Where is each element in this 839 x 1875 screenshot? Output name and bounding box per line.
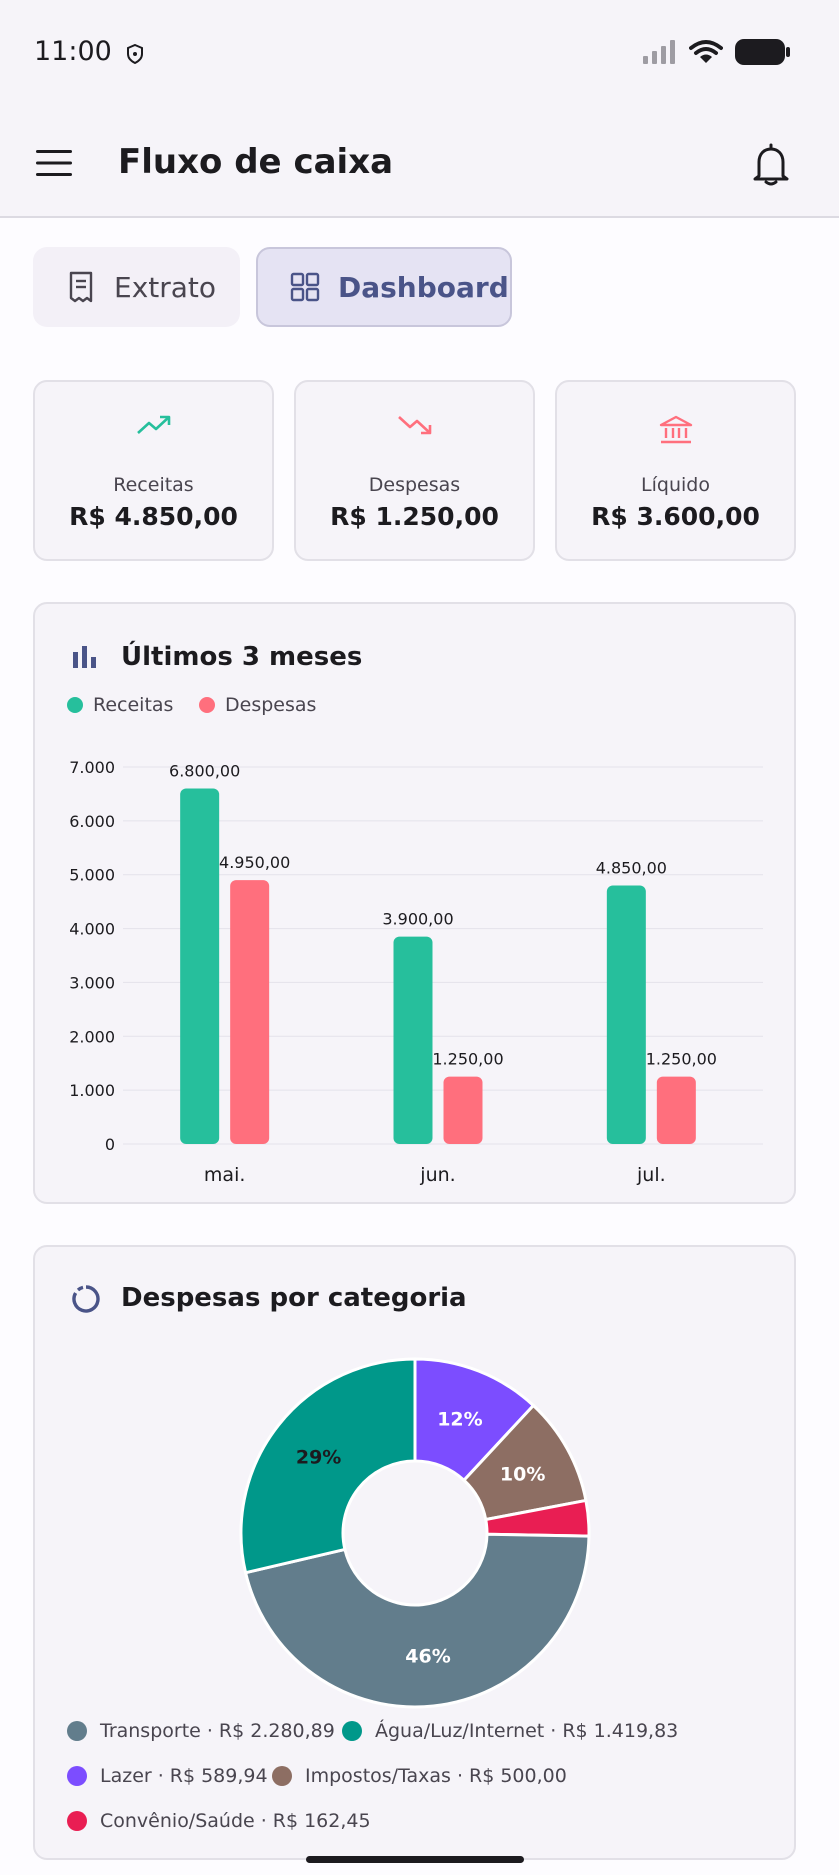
donut-chart: 12% 10% 46% 29% (239, 1357, 591, 1709)
data-label: 4.950,00 (219, 853, 290, 872)
bar-chart-icon (73, 646, 96, 668)
x-tick-label: jul. (636, 1164, 666, 1186)
legend-despesas: Despesas (199, 694, 316, 716)
summary-card-despesas: Despesas R$ 1.250,00 (294, 380, 535, 561)
pie-chart-card: Despesas por categoria 12% 10% 46% 29% Tran… (33, 1245, 796, 1860)
pie-legend-item: Água/Luz/Internet · R$ 1.419,83 (342, 1720, 678, 1742)
bar-despesas (230, 880, 270, 1144)
status-bar: 11:00 (0, 0, 839, 108)
pie-legend-item: Lazer · R$ 589,94 (67, 1765, 268, 1787)
legend-label: Receitas (93, 694, 174, 716)
legend-dot (67, 1766, 87, 1786)
pie-legend-item: Impostos/Taxas · R$ 500,00 (272, 1765, 567, 1787)
legend-label: Impostos/Taxas (305, 1765, 451, 1787)
legend-label: Despesas (225, 694, 317, 716)
bar-despesas (656, 1076, 696, 1144)
x-tick-label: jun. (419, 1164, 455, 1186)
slice-label: 46% (405, 1645, 450, 1667)
slice-label: 29% (296, 1447, 341, 1469)
bell-icon[interactable] (751, 142, 791, 186)
summary-card-receitas: Receitas R$ 4.850,00 (33, 380, 274, 561)
grid-icon (290, 272, 320, 302)
legend-amount: R$ 589,94 (169, 1765, 268, 1787)
data-label: 6.800,00 (169, 762, 240, 781)
bar-receitas (393, 936, 433, 1144)
legend-dot (342, 1721, 362, 1741)
y-tick-label: 2.000 (69, 1027, 115, 1046)
signal-icon (643, 40, 675, 64)
menu-icon[interactable] (34, 148, 74, 178)
legend-amount: R$ 162,45 (272, 1810, 371, 1832)
legend-label: Transporte (100, 1720, 201, 1742)
page-title: Fluxo de caixa (118, 142, 394, 182)
top-app-bar: Fluxo de caixa (0, 108, 839, 218)
summary-label: Despesas (368, 474, 461, 496)
tab-extrato[interactable]: Extrato (33, 247, 240, 327)
battery-icon (735, 39, 790, 65)
status-time: 11:00 (34, 36, 112, 67)
bar-receitas (606, 885, 646, 1144)
legend-dot (199, 697, 215, 713)
bar-chart-title: Últimos 3 meses (121, 642, 363, 672)
bar-despesas (443, 1076, 483, 1144)
y-tick-label: 3.000 (69, 973, 115, 992)
bar-receitas (180, 788, 220, 1144)
x-tick-label: mai. (204, 1164, 245, 1186)
slice-transporte (243, 1532, 591, 1709)
legend-dot (67, 1811, 87, 1831)
y-tick-label: 1.000 (69, 1081, 115, 1100)
data-label: 4.850,00 (596, 858, 667, 877)
status-icons (643, 38, 791, 66)
data-label: 1.250,00 (432, 1050, 503, 1069)
tab-dashboard[interactable]: Dashboard (256, 247, 512, 327)
tab-extrato-label: Extrato (114, 270, 217, 304)
legend-amount: R$ 1.419,83 (562, 1720, 679, 1742)
bar-chart-card: Últimos 3 meses Receitas Despesas 0 1.000… (33, 602, 796, 1204)
slice--gua-luz-internet (239, 1357, 417, 1575)
bar-chart: 0 1.000 2.000 3.000 4.000 5.000 6.000 7.000 6.80… (69, 758, 763, 1186)
legend-receitas: Receitas (67, 694, 173, 716)
summary-value: R$ 4.850,00 (69, 502, 238, 531)
pie-legend-item: Convênio/Saúde · R$ 162,45 (67, 1810, 371, 1832)
slice-label: 10% (500, 1463, 545, 1485)
y-tick-label: 6.000 (69, 812, 115, 831)
legend-dot (67, 697, 83, 713)
y-tick-label: 7.000 (69, 758, 115, 777)
tab-dashboard-label: Dashboard (338, 270, 509, 304)
legend-label: Convênio/Saúde (100, 1810, 255, 1832)
pie-legend-item: Transporte · R$ 2.280,89 (67, 1720, 335, 1742)
y-tick-label: 5.000 (69, 866, 115, 885)
summary-value: R$ 3.600,00 (591, 502, 760, 531)
trending-up-icon (136, 415, 170, 434)
trending-down-icon (397, 416, 431, 435)
home-indicator[interactable] (306, 1856, 524, 1863)
legend-label: Água/Luz/Internet (375, 1720, 545, 1742)
y-tick-label: 0 (105, 1135, 115, 1154)
receipt-icon (69, 271, 93, 303)
legend-label: Lazer (100, 1765, 152, 1787)
summary-value: R$ 1.250,00 (330, 502, 499, 531)
legend-amount: R$ 2.280,89 (218, 1720, 335, 1742)
y-tick-label: 4.000 (69, 920, 115, 939)
shield-icon (127, 44, 143, 64)
pie-chart-title: Despesas por categoria (121, 1283, 467, 1313)
summary-label: Receitas (113, 474, 194, 496)
slice-label: 12% (437, 1409, 482, 1431)
legend-amount: R$ 500,00 (469, 1765, 567, 1787)
summary-label: Líquido (641, 474, 710, 496)
donut-icon (72, 1285, 100, 1313)
data-label: 1.250,00 (646, 1050, 717, 1069)
legend-dot (67, 1721, 87, 1741)
wifi-icon (689, 40, 723, 63)
summary-card-liquido: Líquido R$ 3.600,00 (555, 380, 796, 561)
bank-icon (659, 415, 692, 444)
legend-dot (272, 1766, 292, 1786)
data-label: 3.900,00 (382, 910, 453, 929)
